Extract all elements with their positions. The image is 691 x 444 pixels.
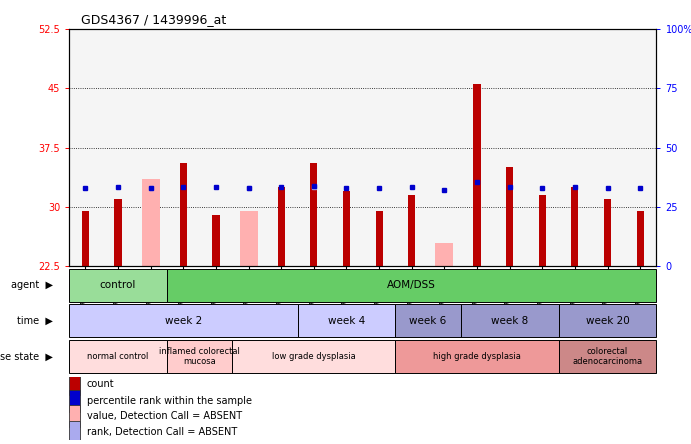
Bar: [375, 211, 383, 266]
Bar: [558, 304, 656, 337]
Text: colorectal
adenocarcinoma: colorectal adenocarcinoma: [572, 347, 643, 366]
Bar: [142, 179, 160, 266]
Bar: [212, 215, 220, 266]
Bar: [115, 199, 122, 266]
Bar: [395, 340, 558, 373]
Text: agent  ▶: agent ▶: [11, 280, 53, 290]
Text: percentile rank within the sample: percentile rank within the sample: [87, 396, 252, 406]
Bar: [461, 304, 558, 337]
Bar: [167, 269, 656, 302]
Text: count: count: [87, 379, 114, 389]
Text: GDS4367 / 1439996_at: GDS4367 / 1439996_at: [81, 13, 226, 26]
Bar: [278, 187, 285, 266]
Bar: [343, 191, 350, 266]
Bar: [82, 211, 89, 266]
Text: time  ▶: time ▶: [17, 316, 53, 326]
Text: week 8: week 8: [491, 316, 528, 326]
Text: week 6: week 6: [409, 316, 446, 326]
Text: inflamed colorectal
mucosa: inflamed colorectal mucosa: [159, 347, 240, 366]
Bar: [395, 304, 461, 337]
Bar: [636, 211, 644, 266]
Bar: [167, 340, 232, 373]
Text: low grade dysplasia: low grade dysplasia: [272, 352, 356, 361]
Bar: [69, 390, 79, 412]
Text: control: control: [100, 280, 136, 290]
Bar: [69, 373, 79, 395]
Bar: [435, 242, 453, 266]
Bar: [232, 340, 395, 373]
Bar: [69, 340, 167, 373]
Bar: [69, 421, 79, 443]
Bar: [473, 84, 480, 266]
Text: week 2: week 2: [164, 316, 202, 326]
Text: week 4: week 4: [328, 316, 365, 326]
Bar: [506, 167, 513, 266]
Text: AOM/DSS: AOM/DSS: [387, 280, 436, 290]
Text: disease state  ▶: disease state ▶: [0, 351, 53, 361]
Bar: [571, 187, 578, 266]
Text: week 20: week 20: [586, 316, 630, 326]
Bar: [408, 195, 415, 266]
Text: high grade dysplasia: high grade dysplasia: [433, 352, 521, 361]
Bar: [240, 211, 258, 266]
Bar: [298, 304, 395, 337]
Bar: [539, 195, 546, 266]
Bar: [69, 269, 167, 302]
Bar: [180, 163, 187, 266]
Bar: [604, 199, 611, 266]
Bar: [558, 340, 656, 373]
Bar: [69, 304, 298, 337]
Bar: [310, 163, 317, 266]
Bar: [69, 405, 79, 427]
Text: normal control: normal control: [87, 352, 149, 361]
Text: value, Detection Call = ABSENT: value, Detection Call = ABSENT: [87, 411, 242, 421]
Text: rank, Detection Call = ABSENT: rank, Detection Call = ABSENT: [87, 427, 237, 437]
